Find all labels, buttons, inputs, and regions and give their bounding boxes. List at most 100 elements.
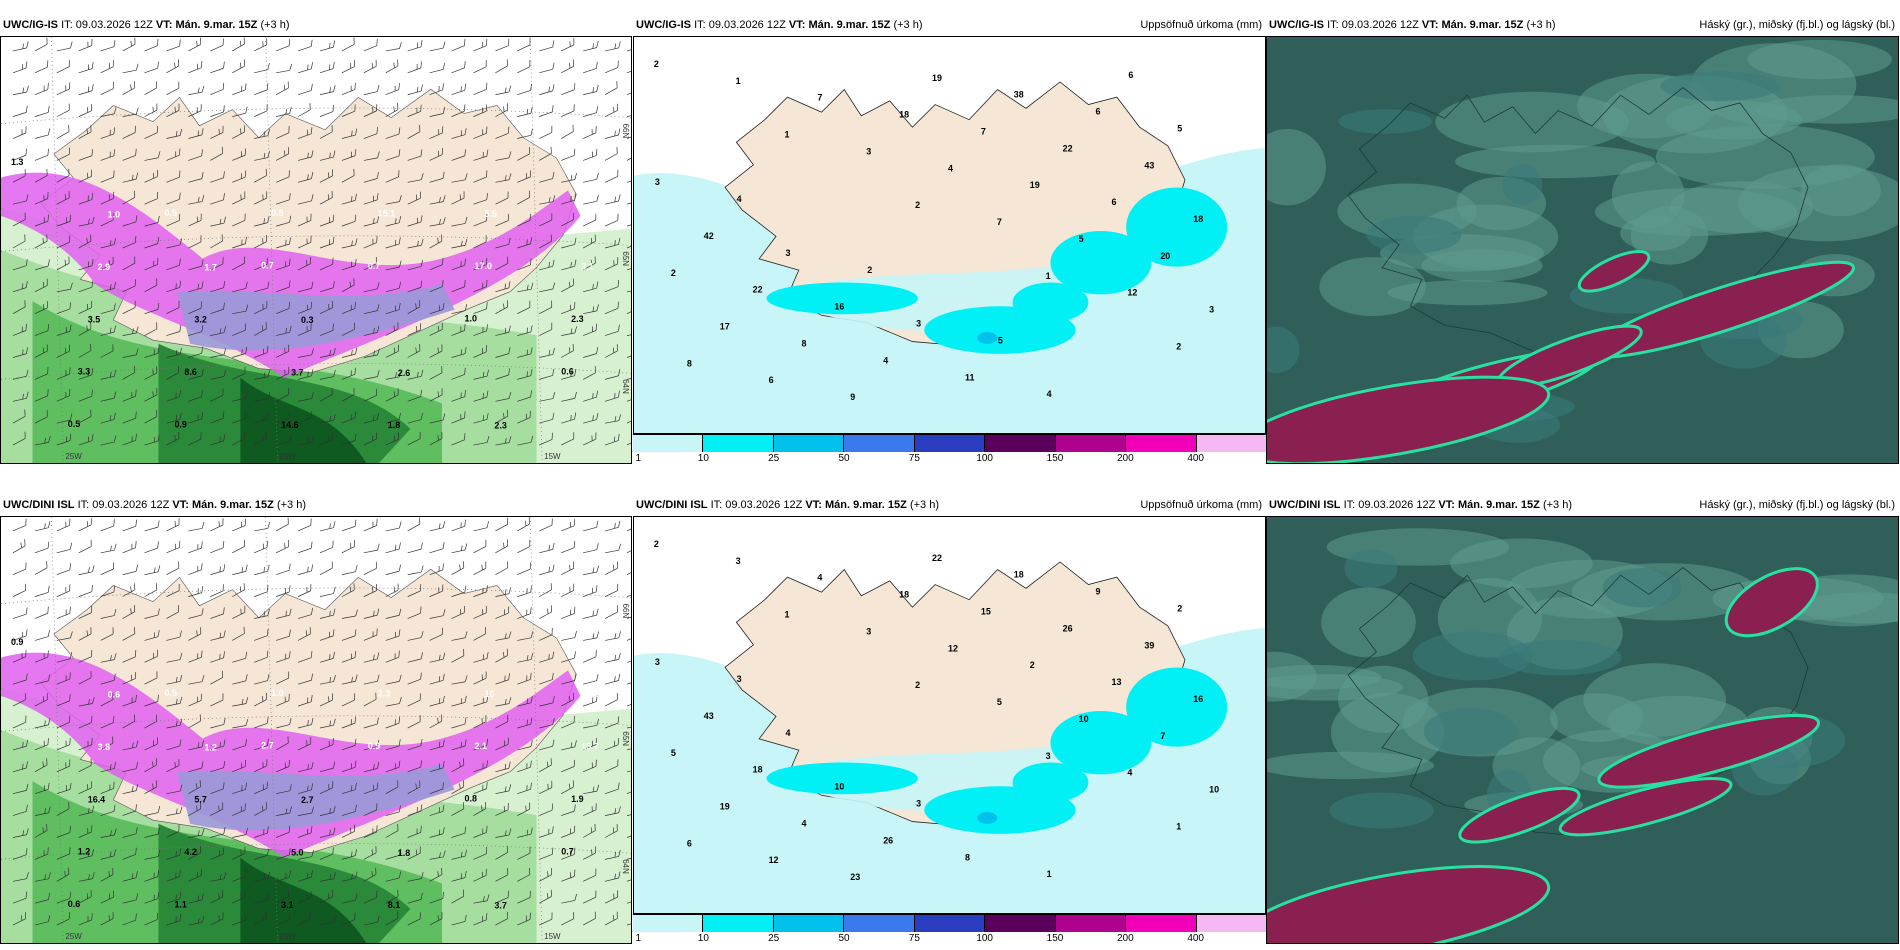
wind-barb xyxy=(100,149,116,161)
wind-barb xyxy=(12,105,28,117)
wind-barb xyxy=(56,631,73,641)
wind-barb xyxy=(517,717,533,729)
wind-barb xyxy=(78,409,92,424)
wind-barb xyxy=(473,626,487,641)
panel-header: UWC/DINI ISL IT: 09.03.2026 12Z VT: Mán.… xyxy=(1266,494,1899,516)
wind-barb xyxy=(495,409,508,424)
wind-barb xyxy=(605,631,621,641)
precip-value-label: 7 xyxy=(981,127,986,137)
wind-barb xyxy=(232,191,246,205)
mid-cloud-patch xyxy=(1338,109,1432,134)
wind-barb xyxy=(539,146,552,161)
wind-barb xyxy=(429,673,445,685)
wind-barb xyxy=(232,870,247,882)
wind-barb xyxy=(473,825,488,838)
precip-value-label: 22 xyxy=(753,285,763,295)
wind-barb xyxy=(232,256,245,271)
lead-time: (+3 h) xyxy=(260,19,290,31)
wind-barb xyxy=(539,347,555,358)
wind-barb xyxy=(122,256,136,271)
wind-barb xyxy=(254,191,268,205)
wind-barb xyxy=(166,583,180,597)
wind-barb xyxy=(626,659,631,663)
wind-barb xyxy=(363,84,380,96)
wind-barb xyxy=(582,846,596,860)
wind-barb xyxy=(275,736,289,751)
precip-shade-10mm xyxy=(1126,667,1228,747)
colorbar-legend: 1 10 25 50 75 100 150 200 400 xyxy=(633,914,1266,944)
wind-barb xyxy=(34,915,51,926)
wind-barb xyxy=(626,812,631,816)
wind-barb xyxy=(34,301,49,315)
wind-barb xyxy=(297,103,311,117)
wind-barb xyxy=(429,279,444,293)
wind-barb xyxy=(319,61,335,74)
wind-barb xyxy=(188,740,204,751)
wind-barb xyxy=(495,673,510,685)
panel-title: Háský (gr.), miðský (fj.bl.) og lágský (… xyxy=(1699,499,1895,511)
colorbar-label: 150 xyxy=(1046,933,1064,944)
wind-barb xyxy=(188,390,203,402)
wind-barb xyxy=(78,149,94,161)
wind-barb xyxy=(517,128,533,139)
wind-barb xyxy=(539,105,554,117)
wind-barb xyxy=(495,391,512,402)
wind-barb xyxy=(407,892,423,904)
wind-barb xyxy=(626,725,631,729)
wind-barb xyxy=(407,804,423,816)
wind-barb xyxy=(12,369,29,380)
wind-barb xyxy=(122,827,138,838)
colorbar-label: 100 xyxy=(976,453,993,464)
wind-barb xyxy=(539,40,555,52)
wind-barb xyxy=(122,348,139,358)
precip-value-label: 38 xyxy=(1014,90,1024,100)
cloud-map-layer xyxy=(1267,37,1898,463)
wind-barb xyxy=(232,236,247,249)
wind-barb xyxy=(385,805,401,816)
vt-label: VT: xyxy=(788,19,806,31)
wind-barb xyxy=(297,391,314,402)
wind-barb xyxy=(407,104,422,117)
wind-barb xyxy=(582,234,596,249)
wind-barb xyxy=(297,890,312,904)
precip-value-label: 8 xyxy=(801,338,806,348)
wind-barb xyxy=(561,893,577,904)
model-name: UWC/IG-IS xyxy=(1269,19,1324,31)
wind-barb xyxy=(122,235,137,249)
colorbar-swatch xyxy=(633,435,704,452)
precip-value-label: 19 xyxy=(720,802,730,812)
wind-barb xyxy=(166,784,183,795)
wind-barb xyxy=(210,193,225,205)
wind-barb xyxy=(166,630,182,641)
wind-barb xyxy=(626,832,631,838)
lead-time: (+3 h) xyxy=(1542,499,1572,511)
wind-barb xyxy=(188,915,205,926)
colorbar-swatch xyxy=(1126,435,1197,452)
wind-barb xyxy=(451,258,466,271)
wind-barb xyxy=(34,214,49,227)
precip-value-label: 10 xyxy=(1209,785,1219,795)
wind-barb xyxy=(341,238,358,249)
wind-barb xyxy=(407,715,421,729)
wind-barb xyxy=(275,693,290,707)
wind-barb xyxy=(473,369,489,380)
wind-map-layer: 66N 65N 64N 25W 20W 15W 0.9 0.6 1.2 2.7 1.8 3.7 0.4 3… xyxy=(1,517,631,943)
colorbar-label: 1 xyxy=(635,453,642,464)
wind-barb xyxy=(166,128,183,139)
wind-barb xyxy=(407,584,422,597)
precip-value-label: 0.5 xyxy=(164,208,176,218)
wind-barb xyxy=(210,607,225,619)
low-cloud-band xyxy=(1724,567,1819,638)
wind-barb xyxy=(539,564,555,576)
wind-barb xyxy=(341,387,355,402)
wind-barb xyxy=(539,758,552,773)
precip-value-label: 0.7 xyxy=(561,846,573,856)
wind-barb xyxy=(166,718,183,729)
panel-header: UWC/IG-IS IT: 09.03.2026 12Z VT: Mán. 9.… xyxy=(633,14,1266,36)
colorbar-label: 400 xyxy=(1187,453,1204,464)
colorbar-label: 400 xyxy=(1187,933,1204,944)
wind-barb xyxy=(341,214,357,227)
wind-barb xyxy=(78,343,92,358)
wind-barb xyxy=(78,389,93,402)
wind-barb xyxy=(297,127,313,139)
